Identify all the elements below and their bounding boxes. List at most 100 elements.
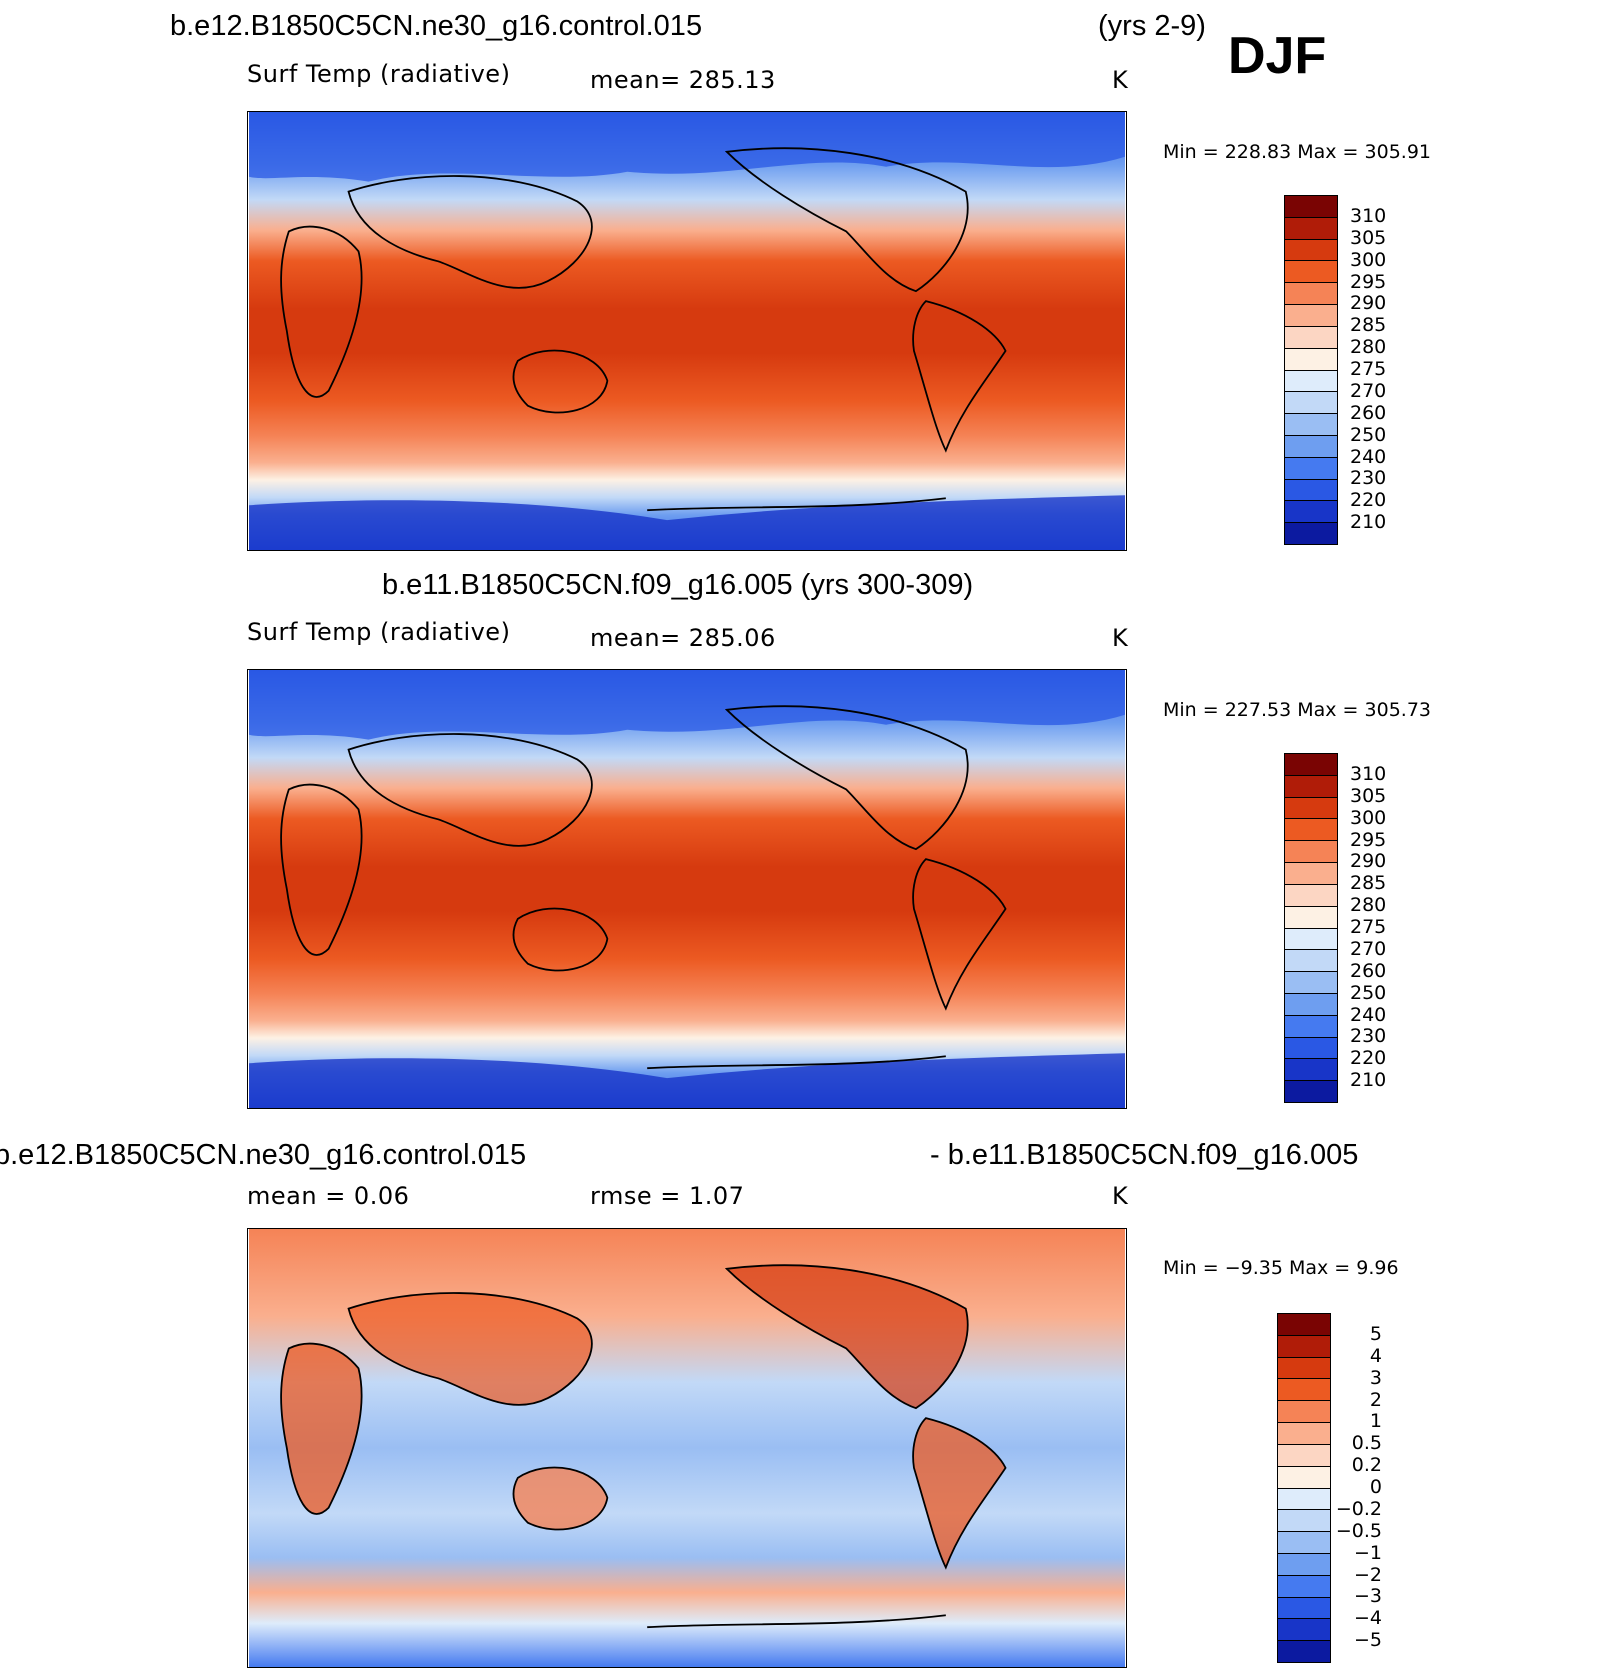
colorbar-tick-label: 2 bbox=[1369, 1388, 1382, 1411]
colorbar-tick-label: 220 bbox=[1350, 1047, 1387, 1070]
colorbar-tick-label: −0.2 bbox=[1335, 1497, 1382, 1520]
colorbar-tick-label: 3 bbox=[1369, 1366, 1382, 1389]
colorbar-swatch bbox=[1285, 348, 1337, 371]
colorbar-swatch bbox=[1285, 797, 1337, 820]
colorbar-tick-label: 220 bbox=[1350, 489, 1387, 512]
colorbar-swatch bbox=[1285, 501, 1337, 524]
colorbar-swatch bbox=[1285, 523, 1337, 544]
colorbar-tick-label: −4 bbox=[1353, 1607, 1382, 1630]
colorbar-tick-label: 270 bbox=[1350, 379, 1387, 402]
colorbar-tick-label: 280 bbox=[1350, 894, 1387, 917]
colorbar-swatch bbox=[1278, 1488, 1330, 1511]
colorbar-tick-label: 240 bbox=[1350, 445, 1387, 468]
colorbar-swatch bbox=[1285, 1059, 1337, 1082]
panel1-mean: mean= 285.13 bbox=[590, 66, 776, 94]
colorbar-tick-label: 295 bbox=[1350, 270, 1387, 293]
colorbar-tick-label: 210 bbox=[1350, 511, 1387, 534]
colorbar-tick-label: 1 bbox=[1369, 1410, 1382, 1433]
colorbar-tick-label: 0 bbox=[1369, 1476, 1382, 1498]
colorbar-tick-label: 275 bbox=[1350, 916, 1387, 938]
colorbar-tick-label: 300 bbox=[1350, 806, 1387, 829]
colorbar-swatch bbox=[1285, 950, 1337, 973]
colorbar-swatch bbox=[1278, 1423, 1330, 1445]
colorbar-tick-label: 295 bbox=[1350, 828, 1387, 851]
colorbar-swatch bbox=[1285, 775, 1337, 798]
colorbar-tick-label: 275 bbox=[1350, 358, 1387, 380]
colorbar-tick-label: 270 bbox=[1350, 937, 1387, 960]
antarctica-land bbox=[249, 495, 1125, 550]
colorbar-swatch bbox=[1278, 1641, 1330, 1662]
colorbar-swatch bbox=[1285, 928, 1337, 951]
panel2-variable: Surf Temp (radiative) bbox=[247, 618, 511, 646]
colorbar-tick-label: 305 bbox=[1350, 784, 1387, 807]
colorbar-swatch bbox=[1285, 841, 1337, 864]
colorbar-tick-label: 250 bbox=[1350, 423, 1387, 446]
colorbar-swatch bbox=[1278, 1532, 1330, 1554]
panel1-map bbox=[247, 111, 1127, 551]
colorbar-swatch bbox=[1278, 1597, 1330, 1620]
panel3-mean: mean = 0.06 bbox=[247, 1182, 410, 1210]
colorbar-tick-label: 230 bbox=[1350, 1025, 1387, 1048]
panel3-title-left: b.e12.B1850C5CN.ne30_g16.control.015 bbox=[0, 1139, 527, 1171]
panel1-title-left: b.e12.B1850C5CN.ne30_g16.control.015 bbox=[170, 10, 703, 42]
colorbar-swatch bbox=[1278, 1314, 1330, 1336]
panel1-colorbar bbox=[1284, 195, 1338, 545]
season-label: DJF bbox=[1228, 27, 1327, 85]
colorbar-swatch bbox=[1278, 1444, 1330, 1467]
colorbar-tick-label: 0.5 bbox=[1351, 1432, 1382, 1455]
colorbar-swatch bbox=[1285, 906, 1337, 929]
colorbar-swatch bbox=[1278, 1553, 1330, 1576]
panel3-rmse: rmse = 1.07 bbox=[590, 1182, 745, 1210]
colorbar-swatch bbox=[1278, 1619, 1330, 1642]
colorbar-swatch bbox=[1278, 1379, 1330, 1402]
panel2-map bbox=[247, 669, 1127, 1109]
colorbar-swatch bbox=[1285, 239, 1337, 262]
colorbar-swatch bbox=[1285, 754, 1337, 776]
colorbar-tick-label: 310 bbox=[1350, 762, 1387, 785]
colorbar-swatch bbox=[1278, 1466, 1330, 1489]
colorbar-swatch bbox=[1285, 261, 1337, 284]
colorbar-tick-label: 305 bbox=[1350, 226, 1387, 249]
colorbar-swatch bbox=[1285, 457, 1337, 480]
colorbar-swatch bbox=[1285, 993, 1337, 1016]
panel2-units: K bbox=[1112, 624, 1129, 652]
colorbar-swatch bbox=[1285, 305, 1337, 327]
panel2-colorbar bbox=[1284, 753, 1338, 1103]
colorbar-swatch bbox=[1285, 819, 1337, 842]
colorbar-swatch bbox=[1278, 1357, 1330, 1380]
panel3-map bbox=[247, 1228, 1127, 1668]
panel3-colorbar bbox=[1277, 1313, 1331, 1663]
colorbar-swatch bbox=[1285, 479, 1337, 502]
colorbar-tick-label: 230 bbox=[1350, 467, 1387, 490]
panel1-title-right: (yrs 2-9) bbox=[1098, 10, 1206, 42]
colorbar-tick-label: −2 bbox=[1353, 1563, 1382, 1586]
colorbar-swatch bbox=[1285, 217, 1337, 240]
colorbar-swatch bbox=[1285, 196, 1337, 218]
panel1-minmax: Min = 228.83 Max = 305.91 bbox=[1163, 141, 1431, 163]
panel3-minmax: Min = −9.35 Max = 9.96 bbox=[1163, 1257, 1399, 1279]
colorbar-tick-label: −0.5 bbox=[1335, 1519, 1382, 1542]
colorbar-tick-label: −3 bbox=[1353, 1585, 1382, 1608]
colorbar-swatch bbox=[1285, 414, 1337, 436]
colorbar-swatch bbox=[1285, 863, 1337, 885]
colorbar-swatch bbox=[1285, 972, 1337, 994]
colorbar-swatch bbox=[1285, 283, 1337, 306]
colorbar-tick-label: 260 bbox=[1350, 959, 1387, 982]
colorbar-tick-label: 240 bbox=[1350, 1003, 1387, 1026]
colorbar-tick-label: 0.2 bbox=[1351, 1454, 1382, 1477]
colorbar-tick-label: 290 bbox=[1350, 850, 1387, 873]
colorbar-tick-label: 290 bbox=[1350, 292, 1387, 315]
colorbar-swatch bbox=[1278, 1510, 1330, 1533]
colorbar-tick-label: 5 bbox=[1369, 1322, 1382, 1345]
colorbar-tick-label: 285 bbox=[1350, 314, 1387, 337]
arctic-land bbox=[249, 112, 1125, 182]
colorbar-tick-label: 300 bbox=[1350, 248, 1387, 271]
colorbar-swatch bbox=[1285, 435, 1337, 458]
colorbar-tick-label: 285 bbox=[1350, 872, 1387, 895]
panel2-mean: mean= 285.06 bbox=[590, 624, 776, 652]
colorbar-swatch bbox=[1285, 370, 1337, 393]
colorbar-swatch bbox=[1278, 1335, 1330, 1358]
colorbar-tick-label: 280 bbox=[1350, 336, 1387, 359]
panel2-minmax: Min = 227.53 Max = 305.73 bbox=[1163, 699, 1431, 721]
panel3-title-right: - b.e11.B1850C5CN.f09_g16.005 bbox=[930, 1139, 1359, 1171]
